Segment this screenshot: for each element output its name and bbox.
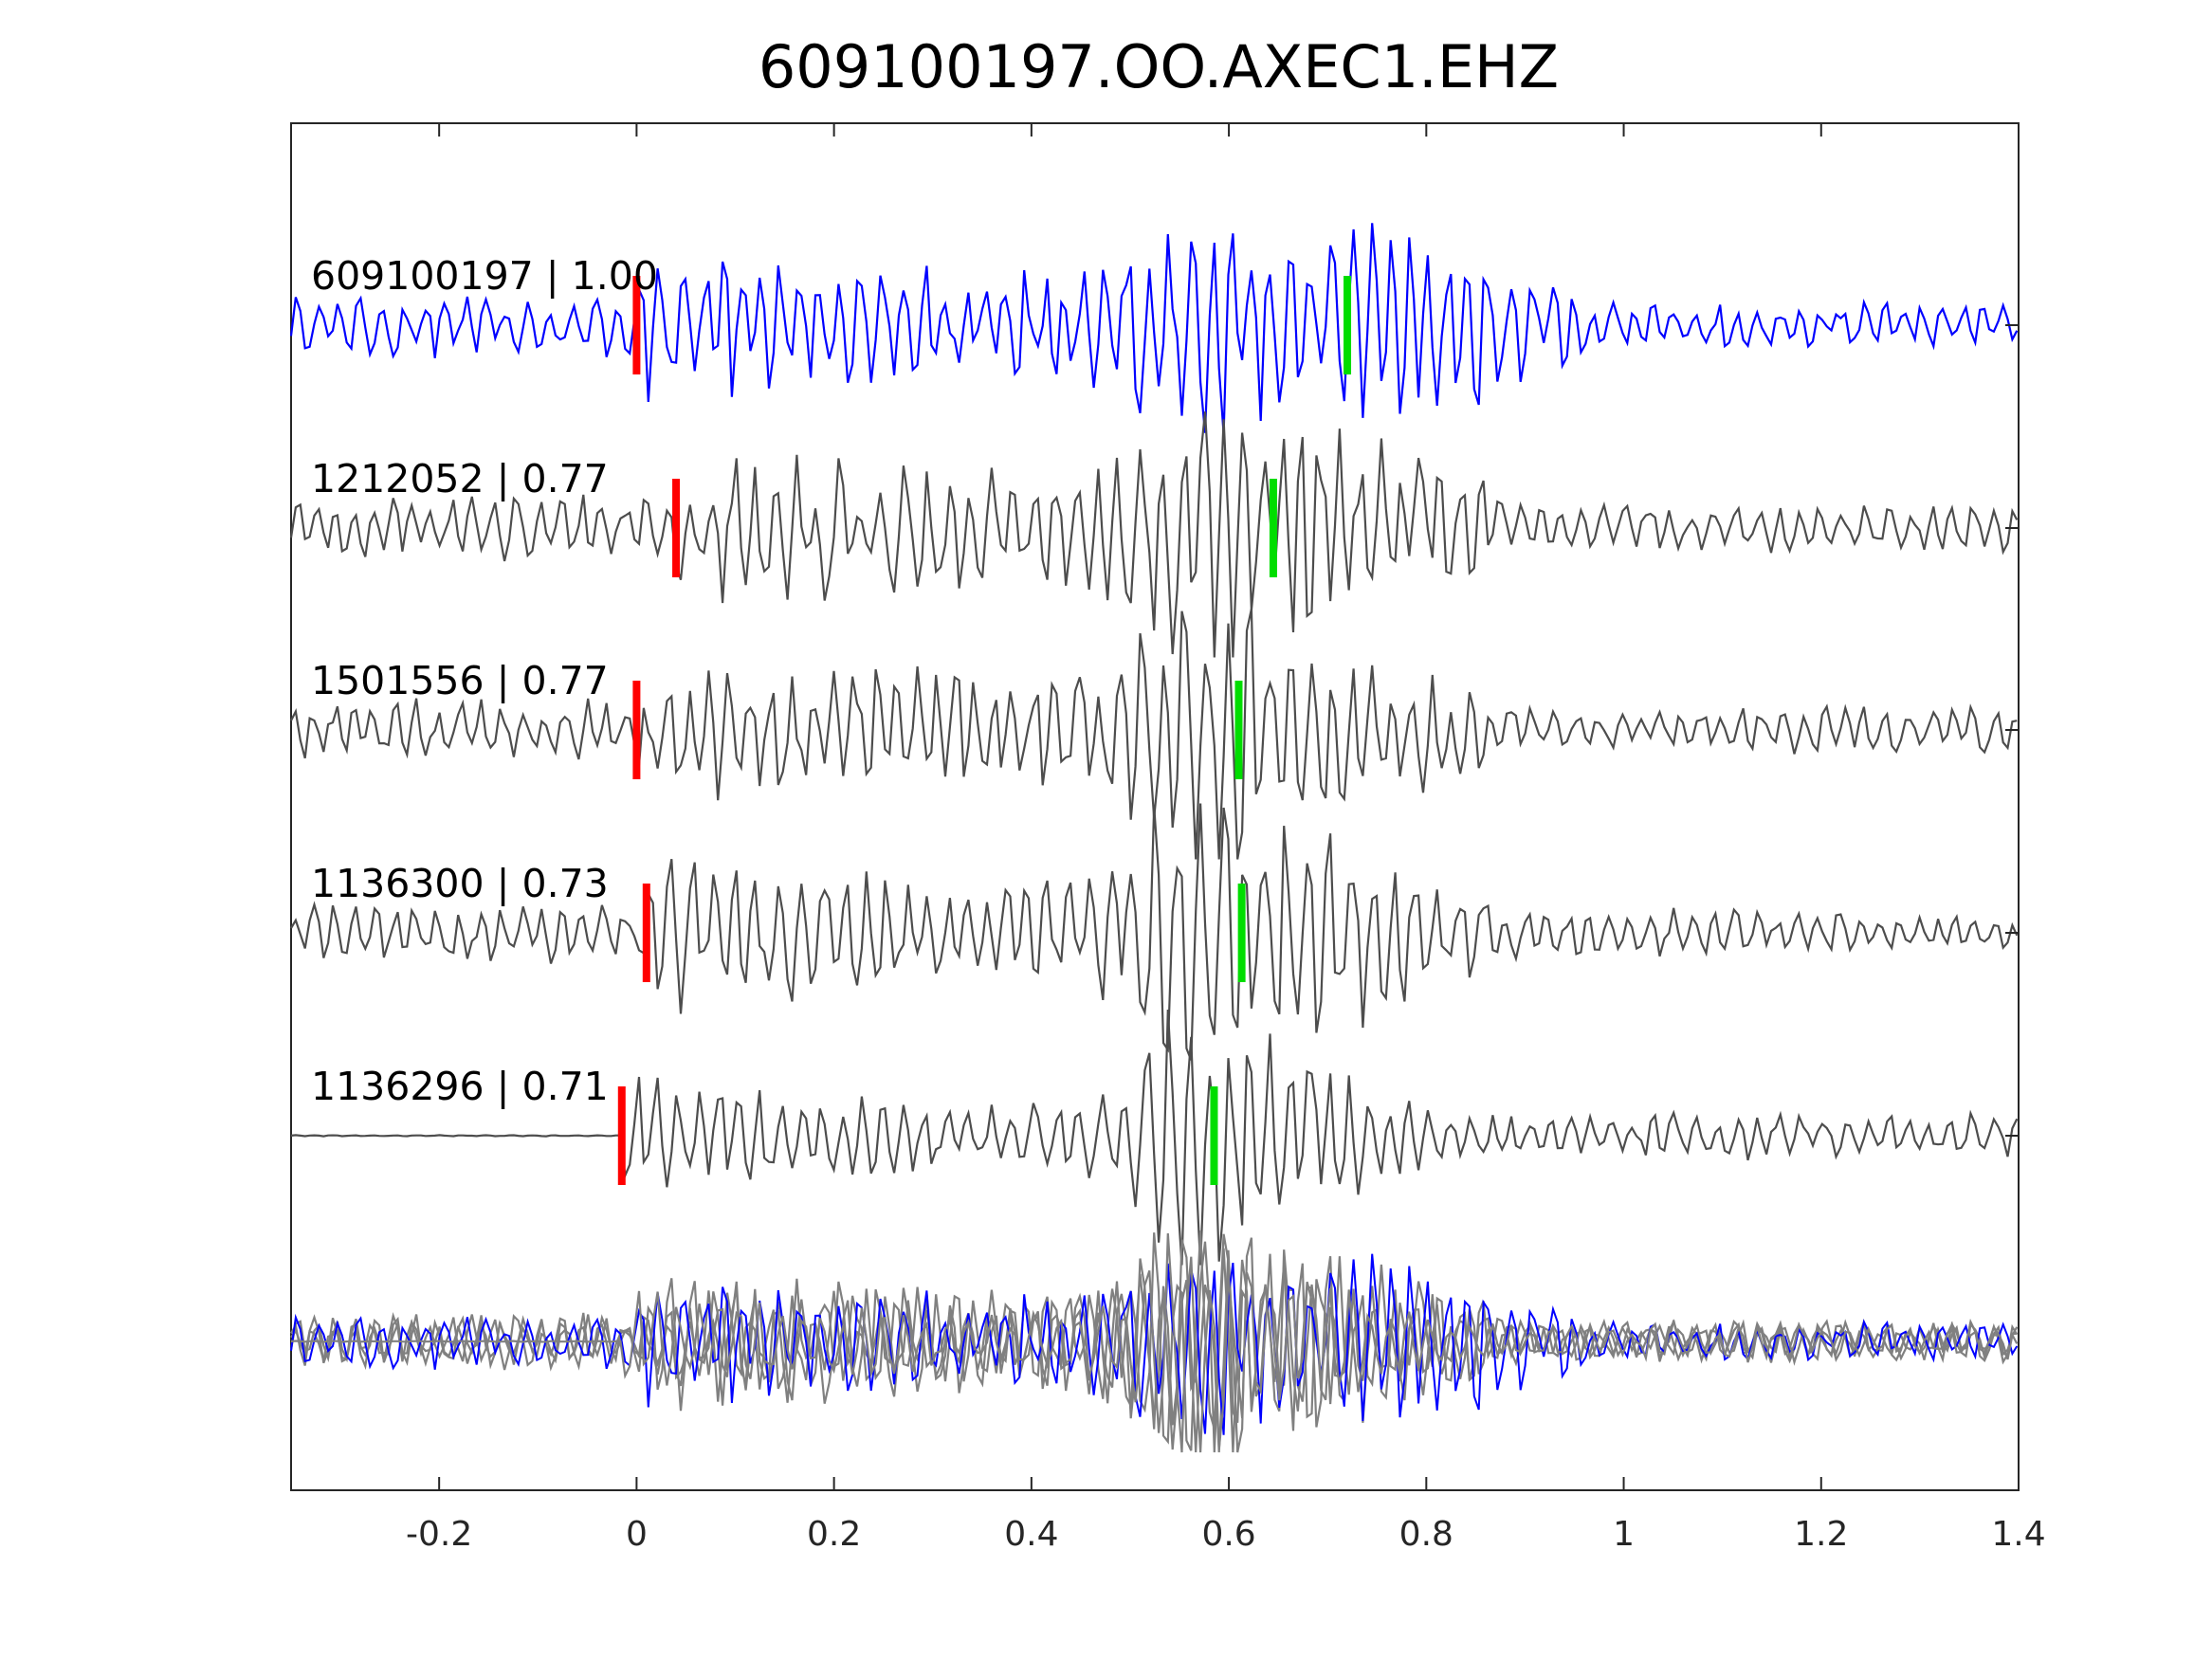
trace-1-waveform bbox=[289, 223, 2019, 435]
trace-labels: 609100197 | 1.00 1212052 | 0.77 1501556 | … bbox=[311, 253, 658, 1109]
x-tick-label: 1 bbox=[1613, 1515, 1635, 1554]
trace-4-waveform bbox=[290, 803, 2019, 1061]
x-tick-label: -0.2 bbox=[406, 1515, 472, 1554]
x-tick-label: 0 bbox=[626, 1515, 648, 1554]
trace-5-label: 1136296 | 0.71 bbox=[311, 1064, 609, 1109]
x-tick-label: 0.6 bbox=[1201, 1515, 1255, 1554]
plot-area-frame bbox=[290, 122, 2020, 1491]
x-tick-label: 0.8 bbox=[1399, 1515, 1453, 1554]
overlay-trace-5 bbox=[290, 1232, 2019, 1453]
overlay-trace-4 bbox=[290, 1230, 2019, 1451]
x-tick-label: 0.2 bbox=[807, 1515, 861, 1554]
trace-3-label: 1501556 | 0.77 bbox=[311, 658, 609, 703]
trace-5-waveform bbox=[290, 1009, 2019, 1266]
traces-group bbox=[289, 223, 2019, 1266]
chart-title: 609100197.OO.AXEC1.EHZ bbox=[759, 32, 1559, 101]
x-axis: -0.2 0 0.2 0.4 0.6 0.8 1 1.2 1.4 bbox=[406, 123, 2046, 1554]
x-tick-label: 1.2 bbox=[1794, 1515, 1848, 1554]
overlay-traces bbox=[289, 1230, 2019, 1453]
trace-2-label: 1212052 | 0.77 bbox=[311, 456, 609, 501]
x-tick-label: 1.4 bbox=[1991, 1515, 2045, 1554]
trace-1-label: 609100197 | 1.00 bbox=[311, 253, 658, 299]
trace-2-waveform bbox=[289, 411, 2019, 658]
x-tick-label: 0.4 bbox=[1004, 1515, 1058, 1554]
trace-4-label: 1136300 | 0.73 bbox=[311, 861, 609, 906]
